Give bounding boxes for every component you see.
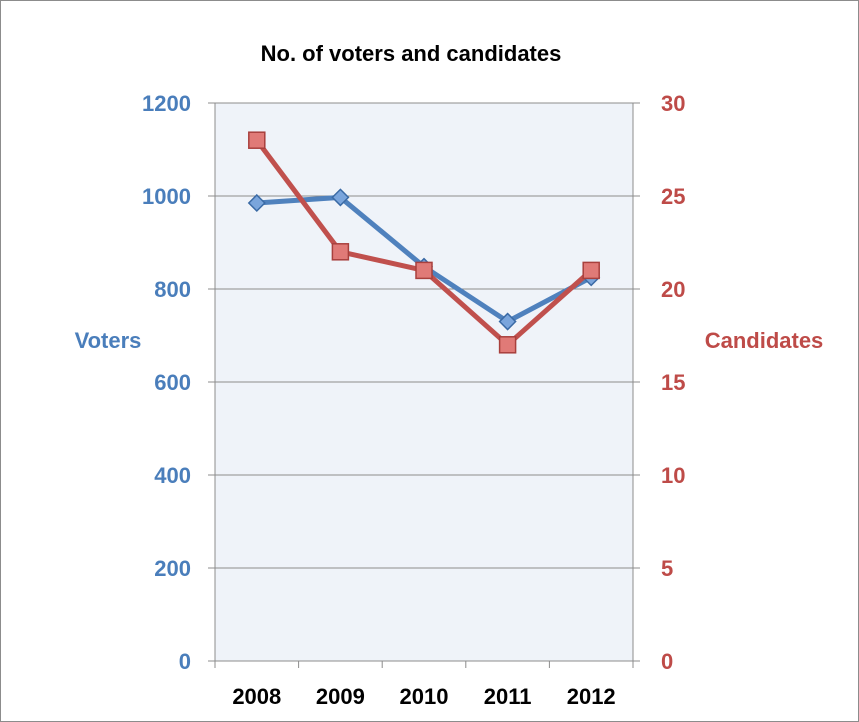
x-tick-label: 2008 — [232, 684, 281, 709]
y-left-tick-label: 1200 — [142, 91, 191, 116]
y-right-tick-label: 5 — [661, 556, 673, 581]
y-left-tick-label: 1000 — [142, 184, 191, 209]
y-left-tick-label: 800 — [154, 277, 191, 302]
y-right-tick-label: 0 — [661, 649, 673, 674]
y-right-tick-label: 15 — [661, 370, 685, 395]
y-left-tick-label: 200 — [154, 556, 191, 581]
gridlines — [215, 102, 633, 569]
y-left-tick-label: 600 — [154, 370, 191, 395]
x-tick-label: 2011 — [484, 684, 532, 709]
candidates-point — [331, 243, 350, 261]
candidates-point — [582, 261, 600, 280]
y-right-tick-label: 30 — [661, 91, 685, 116]
y-axis-left-title: Voters — [75, 328, 142, 353]
series — [247, 131, 601, 354]
voters-point — [331, 188, 350, 207]
candidates-point — [415, 261, 433, 280]
x-tick-label: 2009 — [316, 684, 365, 709]
x-tick-label: 2010 — [400, 684, 449, 709]
y-left-tick-label: 400 — [154, 463, 191, 488]
y-right-tick-label: 20 — [661, 277, 685, 302]
y-axis-right-title: Candidates — [705, 328, 824, 353]
y-right-tick-label: 10 — [661, 463, 685, 488]
candidates-point — [248, 131, 266, 149]
y-right-tick-label: 25 — [661, 184, 685, 209]
y-left-tick-label: 0 — [179, 649, 191, 674]
candidates-point — [498, 336, 517, 354]
tick-labels: 0 0 200 5 400 10 600 15 800 20 1000 25 1200 30 2008 200… — [142, 91, 685, 709]
voters-point — [498, 312, 517, 331]
axes — [208, 102, 640, 668]
chart-title: No. of voters and candidates — [261, 41, 562, 66]
x-tick-label: 2012 — [567, 684, 616, 709]
voters-point — [247, 193, 266, 213]
